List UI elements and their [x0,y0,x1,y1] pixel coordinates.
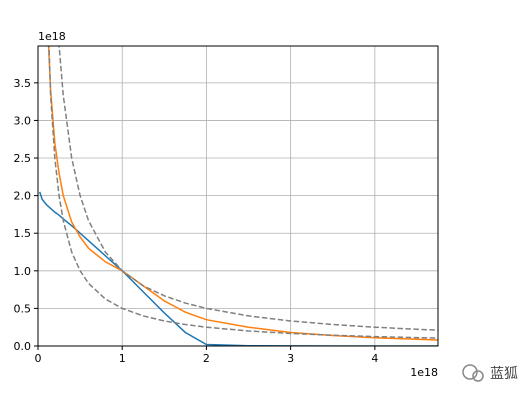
watermark: 蓝狐 [462,364,518,382]
x-tick-label: 4 [371,352,378,365]
series-line [47,46,438,341]
plot-lines [38,46,438,346]
y-offset-label: 1e18 [38,30,66,43]
x-tick-label: 2 [203,352,210,365]
x-offset-label: 1e18 [410,366,438,379]
series-line [38,191,438,346]
watermark-icon [462,364,478,380]
watermark-text: 蓝狐 [490,366,518,382]
grid [37,46,438,347]
series-line [48,46,438,339]
x-tick-label: 3 [287,352,294,365]
y-tick-label: 2.5 [14,152,32,165]
watermark-icon [472,370,484,382]
y-tick-label: 3.5 [14,77,32,90]
y-tick-label: 1.0 [14,265,32,278]
y-tick-label: 3.0 [14,114,32,127]
x-tick-label: 0 [35,352,42,365]
ticks: 0 1 2 3 4 0.0 0.5 1.0 1.5 2.0 2.5 3.0 3.5 [14,77,379,365]
y-tick-label: 1.5 [14,227,32,240]
y-tick-label: 0.0 [14,340,32,353]
x-tick-label: 1 [119,352,126,365]
y-tick-label: 0.5 [14,302,32,315]
series-line [58,46,438,331]
y-tick-label: 2.0 [14,190,32,203]
